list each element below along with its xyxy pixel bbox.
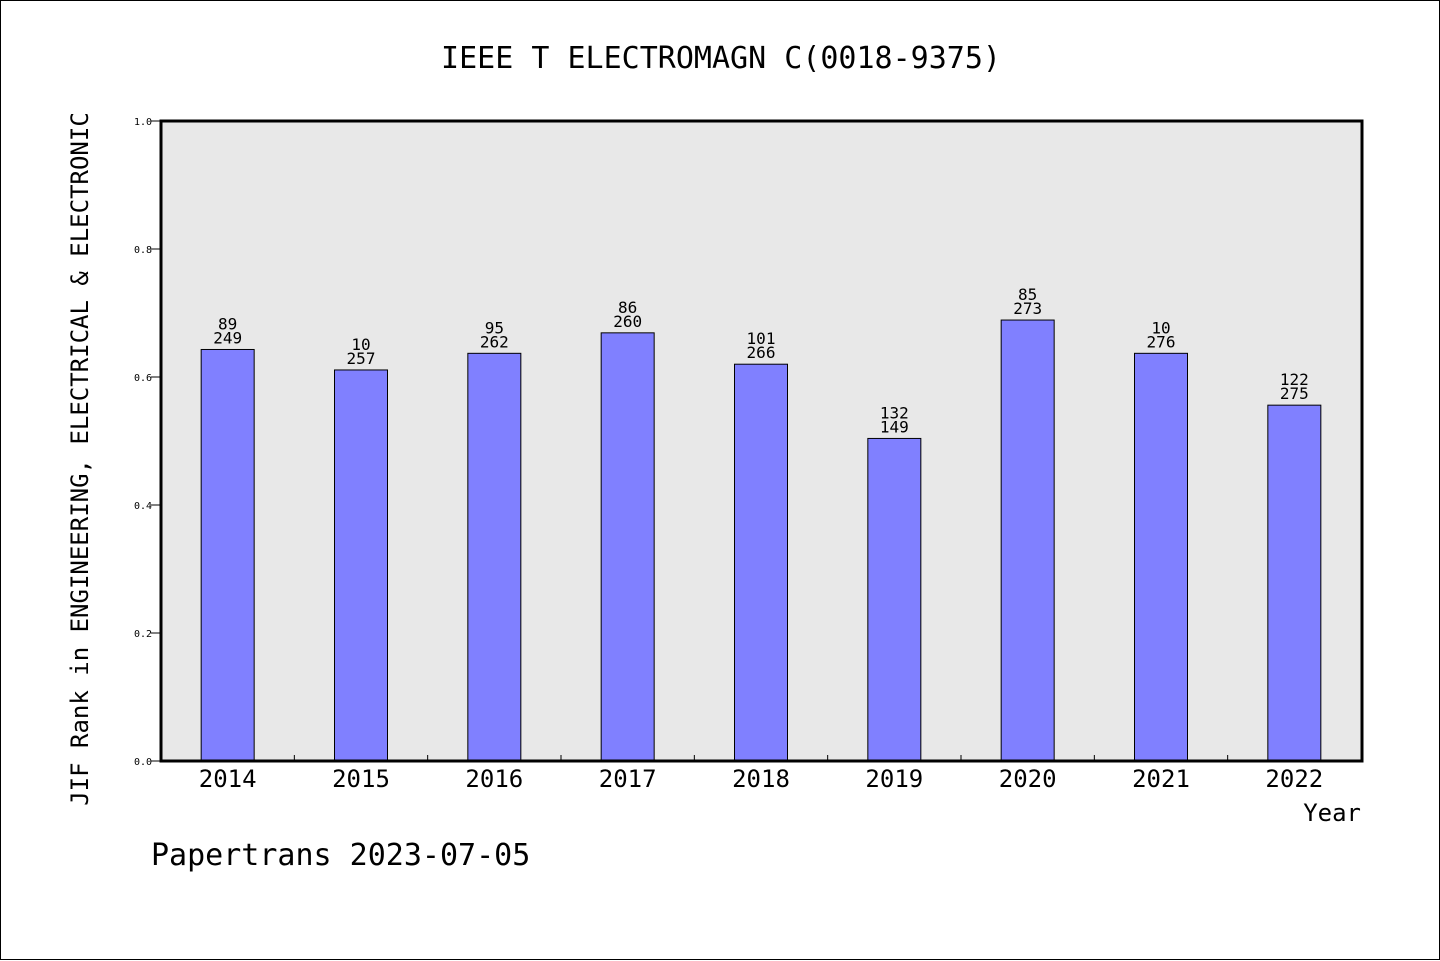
bars-group: [200, 319, 1322, 762]
bar-rank-label: 132: [880, 403, 909, 422]
bar-total-label: 262: [480, 332, 509, 351]
bar-total-label: 257: [347, 349, 376, 368]
bar-total-label: 149: [880, 417, 909, 436]
bar-2018: [734, 363, 788, 762]
x-tick-label: 2019: [865, 765, 923, 793]
bar-total-label: 266: [747, 343, 776, 362]
y-tick-label: 0.4: [134, 501, 152, 512]
y-tick-label: 0.8: [134, 245, 152, 256]
source-footer: Papertrans 2023-07-05: [151, 838, 530, 873]
y-axis-label: JIF Rank in ENGINEERING, ELECTRICAL & EL…: [66, 112, 94, 806]
x-tick-label: 2017: [599, 765, 657, 793]
bar-2014: [200, 348, 255, 762]
bar-2022: [1267, 404, 1322, 762]
bar-2021: [1134, 352, 1188, 762]
bar-rank-label: 101: [747, 329, 776, 348]
bar-total-label: 275: [1280, 384, 1309, 403]
bar-2016: [467, 352, 522, 762]
x-tick-label: 2016: [465, 765, 523, 793]
y-tick-label: 0.0: [134, 757, 152, 768]
x-tick-label: 2022: [1265, 765, 1323, 793]
x-tick-label: 2015: [332, 765, 390, 793]
x-tick-label: 2018: [732, 765, 790, 793]
bar-rank-label: 95: [485, 318, 504, 337]
bar-rank-label: 10: [1151, 318, 1170, 337]
x-axis: 2014 2015 2016 2017 2018 2019 2020 2021 2022: [199, 755, 1323, 793]
plot-border: [159, 119, 1364, 763]
bar-2019: [867, 437, 922, 762]
bar-rank-label: 85: [1018, 285, 1037, 304]
bar-total-label: 260: [613, 312, 642, 331]
y-tick-label: 0.6: [134, 373, 152, 384]
bar-total-label: 273: [1013, 299, 1042, 318]
x-tick-label: 2020: [999, 765, 1057, 793]
bar-rank-label: 89: [218, 314, 237, 333]
bar-rank-label: 86: [618, 298, 637, 317]
x-axis-label: Year: [1303, 799, 1361, 827]
y-tick-label: 0.2: [134, 629, 152, 640]
bar-total-label: 276: [1147, 332, 1176, 351]
bar-rank-label: 122: [1280, 370, 1309, 389]
bar-2015: [334, 369, 388, 762]
x-tick-label: 2021: [1132, 765, 1190, 793]
bar-2020: [1000, 319, 1055, 762]
bar-rank-label: 10: [351, 335, 370, 354]
y-tick-label: 1.0: [134, 117, 152, 128]
x-tick-label: 2014: [199, 765, 257, 793]
y-axis: 0.0 0.2 0.4 0.6 0.8 1.0: [134, 117, 161, 768]
chart-title: IEEE T ELECTROMAGN C(0018-9375): [441, 41, 1001, 76]
bar-total-label: 249: [213, 328, 242, 347]
bar-2017: [600, 332, 655, 762]
